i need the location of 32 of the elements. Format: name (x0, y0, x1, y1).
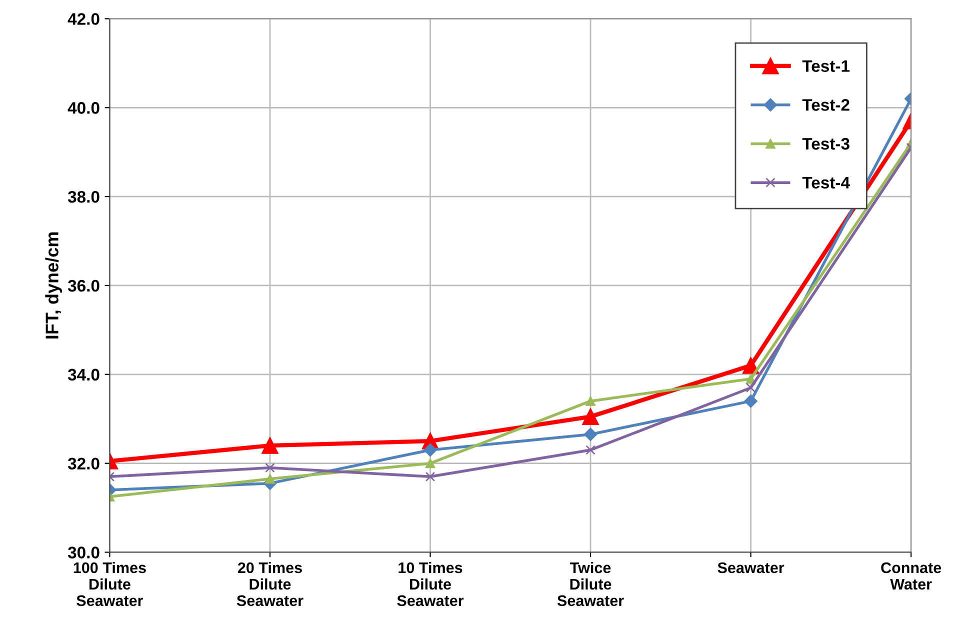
x-tick-label: 100 Times Dilute Seawater (74, 562, 146, 606)
y-tick-label: 40.0 (68, 102, 100, 114)
point (742, 357, 760, 374)
y-tick-label: 30.0 (68, 546, 100, 558)
point (262, 437, 278, 454)
point (425, 458, 436, 468)
x-tick-label: Seawater (718, 562, 784, 574)
point (425, 472, 436, 482)
y-tick-label: 32.0 (68, 458, 100, 470)
x-tick-label: Connate Water (881, 562, 942, 590)
point (582, 408, 599, 425)
point (746, 374, 756, 384)
x-tick-label: 20 Times Dilute Seawater (236, 562, 304, 606)
legend-label: Test-1 (802, 60, 850, 72)
point (744, 394, 758, 408)
y-axis-title: IFT, dyne/cm (45, 232, 62, 338)
point (746, 382, 756, 393)
point (265, 474, 275, 484)
point (265, 462, 275, 473)
x-tick-label: Twice Dilute Seawater (557, 562, 624, 606)
point (586, 445, 596, 455)
point (586, 396, 596, 406)
y-tick-label: 34.0 (68, 368, 100, 381)
legend-label: Test-2 (802, 99, 850, 111)
y-tick-label: 42.0 (68, 13, 100, 25)
point (584, 428, 598, 442)
y-tick-label: 38.0 (68, 190, 100, 203)
x-tick-label: 10 Times Dilute Seawater (397, 562, 464, 606)
legend-label: Test-3 (802, 138, 850, 150)
legend-label: Test-4 (802, 176, 850, 189)
point (424, 443, 437, 457)
y-tick-label: 36.0 (68, 280, 100, 292)
